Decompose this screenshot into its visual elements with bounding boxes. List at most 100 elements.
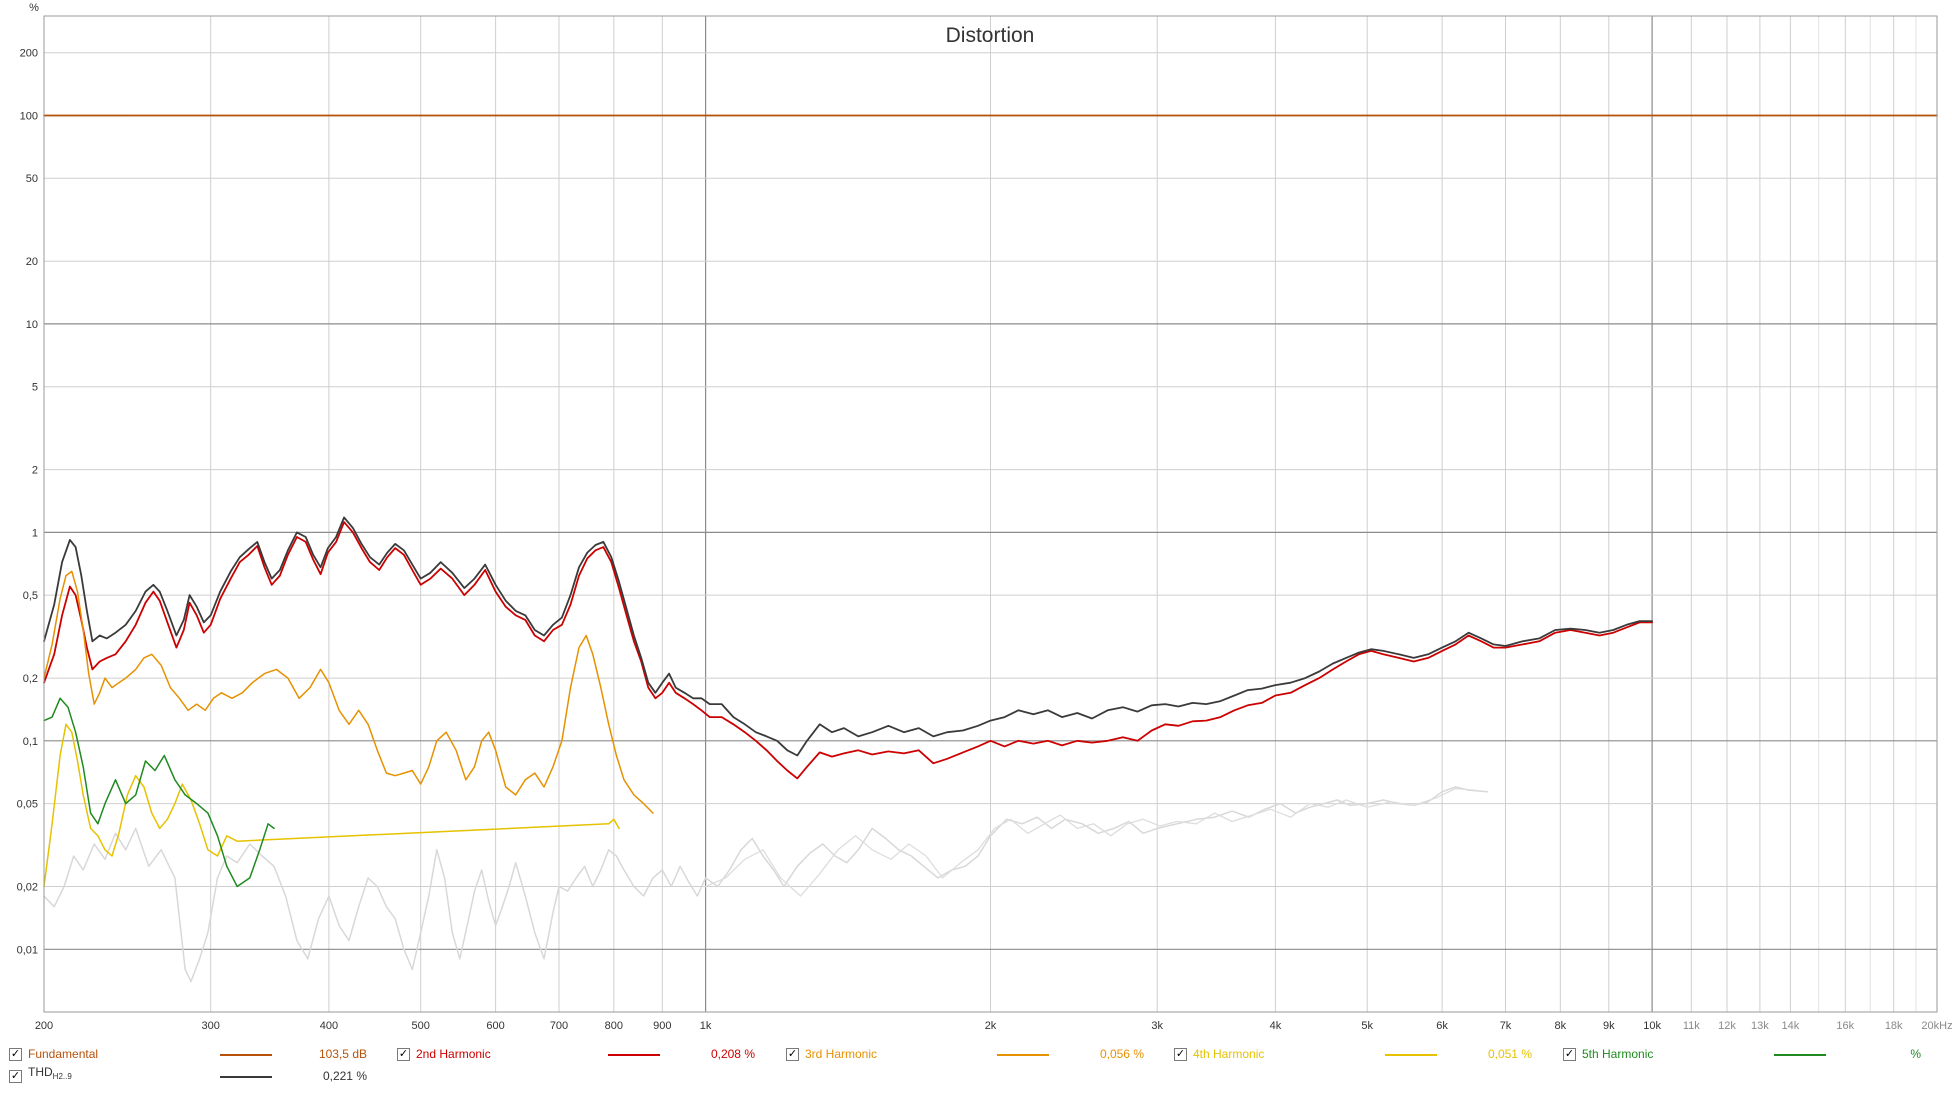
data-point-thd bbox=[145, 591, 146, 592]
data-point-h3 bbox=[543, 786, 544, 787]
data-point-h3 bbox=[309, 687, 310, 688]
data-point-h2 bbox=[189, 602, 190, 603]
data-point-noise bbox=[436, 849, 437, 850]
data-point-h2 bbox=[379, 569, 380, 570]
h2-legend-value: 0,208 % bbox=[710, 1047, 755, 1061]
data-point-h3 bbox=[358, 710, 359, 711]
data-point-thd bbox=[1468, 632, 1469, 633]
data-point-noise2 bbox=[1290, 817, 1291, 818]
data-point-h5 bbox=[115, 779, 116, 780]
y-tick-label: 5 bbox=[32, 382, 38, 394]
data-point-h3 bbox=[495, 750, 496, 751]
data-point-h3 bbox=[586, 635, 587, 636]
data-point-h3 bbox=[135, 669, 136, 670]
data-point-noise2 bbox=[780, 877, 781, 878]
data-point-h2 bbox=[1290, 692, 1291, 693]
data-point-h2 bbox=[1505, 647, 1506, 648]
data-point-thd bbox=[1626, 624, 1627, 625]
data-point-noise bbox=[444, 877, 445, 878]
data-point-noise bbox=[1037, 817, 1038, 818]
h2-checkbox[interactable]: ✓ bbox=[397, 1048, 410, 1061]
data-point-noise bbox=[680, 866, 681, 867]
data-point-thd bbox=[412, 564, 413, 565]
h4-checkbox[interactable]: ✓ bbox=[1174, 1048, 1187, 1061]
data-point-thd bbox=[505, 600, 506, 601]
data-point-h3 bbox=[125, 678, 126, 679]
data-point-noise2 bbox=[1309, 803, 1310, 804]
data-point-h4 bbox=[111, 855, 112, 856]
data-point-h2 bbox=[1468, 635, 1469, 636]
h3-checkbox[interactable]: ✓ bbox=[786, 1048, 799, 1061]
data-point-h3 bbox=[276, 669, 277, 670]
data-point-h3 bbox=[570, 687, 571, 688]
data-point-h2 bbox=[395, 548, 396, 549]
data-point-noise bbox=[386, 906, 387, 907]
data-point-h2 bbox=[1398, 657, 1399, 658]
x-tick-label: 20kHz bbox=[1921, 1020, 1952, 1032]
data-point-h2 bbox=[1585, 632, 1586, 633]
data-point-thd bbox=[1539, 638, 1540, 639]
series-noise2 bbox=[704, 787, 1476, 897]
data-point-thd bbox=[92, 641, 93, 642]
data-point-h2 bbox=[464, 595, 465, 596]
data-point-thd bbox=[1413, 657, 1414, 658]
data-point-h2 bbox=[327, 552, 328, 553]
data-point-h2 bbox=[525, 619, 526, 620]
data-point-thd bbox=[1290, 682, 1291, 683]
data-point-h2 bbox=[440, 568, 441, 569]
x-tick-label: 14k bbox=[1782, 1020, 1800, 1032]
data-point-thd bbox=[257, 541, 258, 542]
data-point-thd bbox=[1371, 649, 1372, 650]
data-point-noise bbox=[608, 849, 609, 850]
data-point-thd bbox=[336, 536, 337, 537]
data-point-h2 bbox=[1261, 702, 1262, 703]
data-point-h2 bbox=[1178, 725, 1179, 726]
data-point-thd bbox=[933, 736, 934, 737]
data-point-noise bbox=[148, 866, 149, 867]
data-point-noise bbox=[1337, 799, 1338, 800]
data-point-h4 bbox=[60, 755, 61, 756]
data-point-thd bbox=[733, 717, 734, 718]
data-point-thd bbox=[352, 527, 353, 528]
data-point-h2 bbox=[1371, 650, 1372, 651]
data-point-h2 bbox=[648, 687, 649, 688]
data-point-h3 bbox=[534, 773, 535, 774]
data-point-thd bbox=[797, 755, 798, 756]
data-point-noise2 bbox=[908, 843, 909, 844]
series-h4 bbox=[43, 723, 620, 888]
data-point-thd bbox=[369, 557, 370, 558]
data-point-noise bbox=[783, 886, 784, 887]
thd-checkbox[interactable]: ✓ bbox=[9, 1070, 22, 1083]
data-point-h3 bbox=[213, 698, 214, 699]
data-point-h5 bbox=[97, 823, 98, 824]
data-point-h2 bbox=[505, 606, 506, 607]
data-point-noise bbox=[858, 849, 859, 850]
data-point-noise bbox=[1157, 828, 1158, 829]
data-point-h2 bbox=[287, 554, 288, 555]
data-point-thd bbox=[210, 615, 211, 616]
data-point-thd bbox=[1570, 628, 1571, 629]
data-point-h3 bbox=[60, 598, 61, 599]
data-point-thd bbox=[1505, 645, 1506, 646]
h5-checkbox[interactable]: ✓ bbox=[1563, 1048, 1576, 1061]
data-point-h2 bbox=[279, 575, 280, 576]
data-point-h3 bbox=[287, 678, 288, 679]
data-point-h4 bbox=[135, 775, 136, 776]
fundamental-checkbox[interactable]: ✓ bbox=[9, 1048, 22, 1061]
x-tick-label: 10k bbox=[1643, 1020, 1661, 1032]
y-tick-label: 200 bbox=[20, 48, 38, 60]
data-point-h2 bbox=[534, 635, 535, 636]
data-point-thd bbox=[888, 725, 889, 726]
data-point-h3 bbox=[77, 591, 78, 592]
data-point-thd bbox=[99, 635, 100, 636]
data-point-h2 bbox=[1004, 746, 1005, 747]
data-point-noise2 bbox=[1214, 813, 1215, 814]
data-point-thd bbox=[296, 532, 297, 533]
data-point-noise bbox=[729, 869, 730, 870]
data-point-noise bbox=[403, 949, 404, 950]
data-point-noise2 bbox=[872, 849, 873, 850]
data-point-noise bbox=[977, 855, 978, 856]
data-point-noise2 bbox=[960, 862, 961, 863]
data-point-noise bbox=[1082, 823, 1083, 824]
data-point-noise bbox=[662, 869, 663, 870]
